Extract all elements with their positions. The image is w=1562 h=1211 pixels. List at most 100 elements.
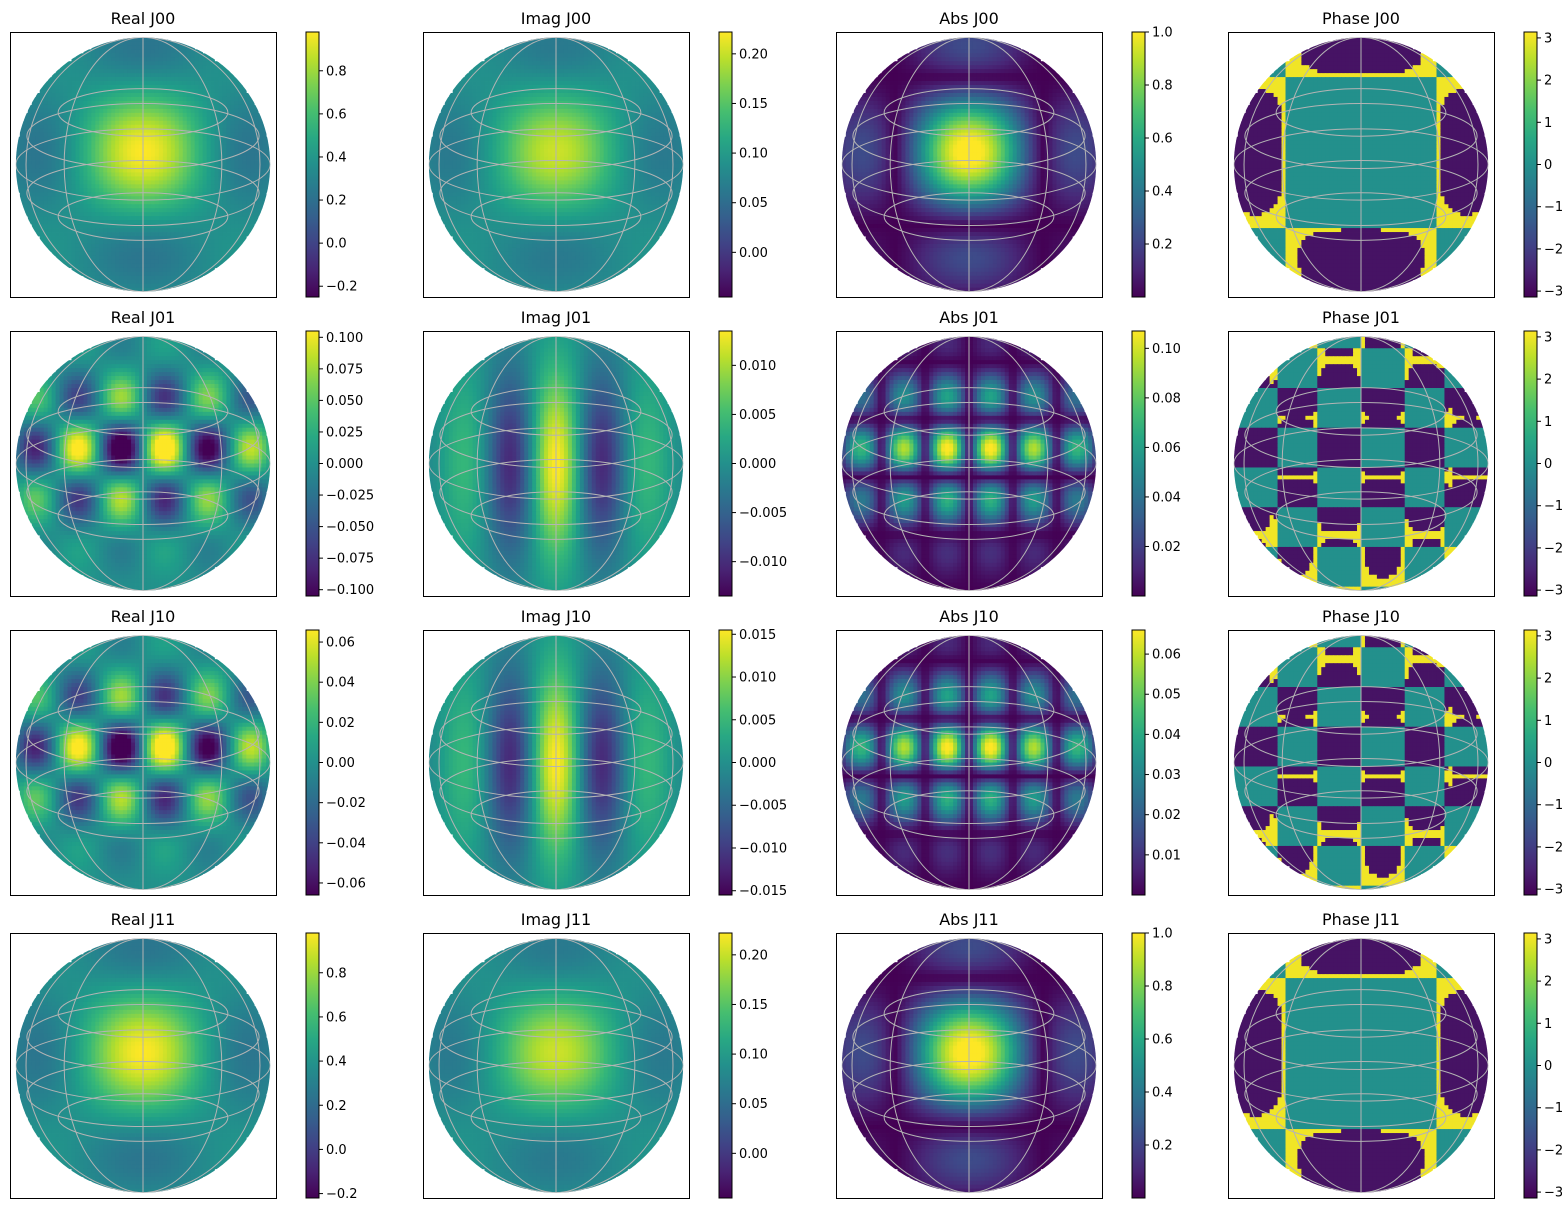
heatmap-cell: [230, 148, 235, 153]
heatmap-cell: [166, 92, 172, 98]
heatmap-cell: [548, 140, 553, 146]
heatmap-cell: [139, 81, 144, 86]
heatmap-cell: [583, 120, 589, 126]
heatmap-cell: [548, 124, 553, 130]
heatmap-cell: [623, 57, 628, 62]
heatmap-cell: [472, 148, 477, 153]
heatmap-cell: [556, 81, 561, 86]
heatmap-cell: [63, 116, 68, 122]
heatmap-cell: [127, 112, 132, 118]
heatmap-cell: [627, 85, 632, 90]
heatmap-cell: [51, 116, 56, 122]
heatmap-cell: [99, 228, 104, 233]
heatmap-cell: [567, 124, 573, 130]
heatmap-cell: [31, 152, 37, 157]
heatmap-cell: [524, 160, 529, 165]
heatmap-cell: [500, 57, 505, 62]
heatmap-cell: [496, 152, 501, 157]
heatmap-cell: [35, 172, 41, 177]
heatmap-cell: [139, 136, 144, 142]
heatmap-cell: [548, 128, 553, 134]
heatmap-cell: [460, 104, 466, 110]
heatmap-cell: [39, 92, 45, 98]
heatmap-cell: [91, 81, 96, 86]
heatmap-cell: [182, 152, 188, 157]
heatmap-cell: [456, 156, 462, 161]
heatmap-cell: [643, 77, 648, 82]
heatmap-cell: [440, 156, 446, 161]
heatmap-cell: [559, 89, 565, 94]
heatmap-cell: [71, 140, 76, 146]
heatmap-cell: [468, 85, 473, 90]
heatmap-cell: [99, 156, 104, 161]
heatmap-cell: [242, 156, 247, 161]
heatmap-cell: [472, 136, 477, 142]
heatmap-cell: [238, 200, 243, 205]
heatmap-cell: [607, 73, 613, 78]
heatmap-cell: [559, 144, 565, 149]
heatmap-cell: [162, 164, 168, 169]
heatmap-cell: [484, 92, 489, 98]
heatmap-cell: [135, 77, 140, 82]
heatmap-cell: [246, 224, 251, 229]
heatmap-cell: [107, 156, 112, 161]
heatmap-cell: [139, 192, 144, 197]
heatmap-cell: [39, 236, 45, 241]
heatmap-cell: [150, 148, 156, 153]
heatmap-cell: [55, 216, 60, 221]
heatmap-cell: [127, 53, 132, 58]
heatmap-cell: [583, 112, 589, 118]
heatmap-cell: [218, 192, 223, 197]
heatmap-cell: [146, 224, 152, 229]
heatmap-cell: [671, 112, 676, 118]
heatmap-cell: [158, 160, 164, 165]
heatmap-cell: [571, 124, 577, 130]
heatmap-cell: [480, 77, 485, 82]
heatmap-cell: [559, 69, 565, 74]
heatmap-cell: [190, 124, 196, 130]
heatmap-cell: [103, 243, 108, 249]
heatmap-cell: [71, 73, 76, 78]
heatmap-cell: [111, 160, 116, 165]
heatmap-cell: [43, 89, 49, 94]
heatmap-cell: [520, 132, 525, 138]
heatmap-cell: [83, 263, 88, 269]
heatmap-cell: [166, 120, 172, 126]
heatmap-cell: [182, 53, 188, 58]
heatmap-cell: [51, 192, 56, 197]
heatmap-cell: [39, 120, 45, 126]
heatmap-cell: [170, 120, 176, 126]
heatmap-cell: [655, 120, 660, 126]
heatmap-cell: [115, 168, 120, 173]
heatmap-cell: [468, 96, 473, 102]
heatmap-cell: [146, 239, 152, 245]
heatmap-cell: [55, 140, 60, 146]
heatmap-cell: [154, 81, 160, 86]
heatmap-cell: [250, 96, 255, 102]
heatmap-cell: [214, 124, 219, 130]
heatmap-cell: [115, 176, 120, 181]
heatmap-cell: [524, 108, 529, 114]
heatmap-cell: [500, 108, 505, 114]
heatmap-cell: [67, 77, 72, 82]
heatmap-cell: [119, 49, 124, 54]
heatmap-cell: [162, 279, 168, 285]
heatmap-cell: [186, 92, 192, 98]
heatmap-cell: [563, 65, 569, 70]
heatmap-cell: [127, 204, 132, 209]
heatmap-cell: [587, 92, 593, 98]
heatmap-cell: [71, 236, 76, 241]
heatmap-cell: [238, 89, 243, 94]
heatmap-cell: [19, 172, 25, 177]
heatmap-cell: [150, 77, 156, 82]
heatmap-cell: [563, 92, 569, 98]
heatmap-cell: [186, 81, 192, 86]
heatmap-cell: [548, 41, 553, 46]
heatmap-cell: [508, 96, 513, 102]
heatmap-cell: [158, 263, 164, 269]
heatmap-cell: [524, 45, 529, 50]
heatmap-cell: [603, 144, 609, 149]
heatmap-cell: [266, 152, 271, 157]
heatmap-cell: [571, 100, 577, 106]
heatmap-cell: [556, 57, 561, 62]
